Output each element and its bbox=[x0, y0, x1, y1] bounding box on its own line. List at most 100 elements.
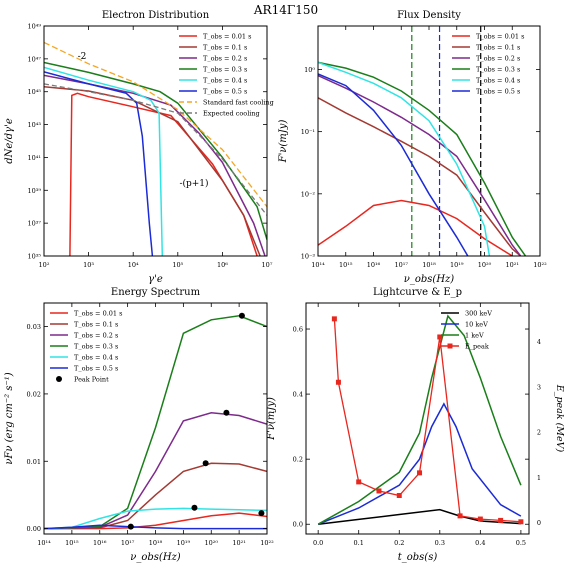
legend-label: T_obs = 0.2 s bbox=[74, 332, 118, 340]
legend-label: T_obs = 0.4 s bbox=[74, 354, 118, 362]
y-tick-label: 0.2 bbox=[293, 456, 303, 464]
plot-frame bbox=[43, 302, 268, 535]
legend-label: 10 keV bbox=[465, 321, 488, 329]
y-tick-label: 10³⁷ bbox=[28, 220, 42, 228]
y-tick-label: 0.02 bbox=[27, 390, 41, 398]
series-line bbox=[44, 507, 267, 530]
series-line bbox=[318, 74, 522, 256]
epeak-marker bbox=[518, 519, 524, 525]
plot-area bbox=[317, 314, 524, 525]
y-tick-label: 0.03 bbox=[27, 323, 41, 331]
y-tick-label: 10⁻² bbox=[301, 190, 316, 198]
x-axis-label: ν_obs(Hz) bbox=[130, 552, 181, 563]
legend-label: T_obs = 0.5 s bbox=[476, 88, 520, 96]
y-tick-label: 10⁴⁹ bbox=[28, 23, 42, 31]
legend-label: T_obs = 0.5 s bbox=[74, 365, 118, 373]
peak-point bbox=[202, 460, 209, 467]
epeak-marker bbox=[477, 516, 483, 522]
y-right-tick-label: 4 bbox=[537, 338, 541, 346]
peak-point bbox=[191, 504, 198, 511]
series-line bbox=[318, 61, 491, 256]
epeak-marker bbox=[417, 470, 423, 476]
plot-frame bbox=[43, 25, 268, 257]
x-tick-label: 10¹⁴ bbox=[311, 261, 325, 269]
x-tick-label: 10¹⁷ bbox=[121, 539, 135, 547]
x-tick-label: 0.5 bbox=[516, 539, 526, 547]
x-tick-label: 0.4 bbox=[475, 539, 485, 547]
y-right-tick-label: 2 bbox=[537, 429, 541, 437]
epeak-marker bbox=[498, 517, 504, 523]
y-tick-label: 0.0 bbox=[293, 521, 303, 529]
y-tick-label: 0.00 bbox=[27, 525, 41, 533]
x-tick-label: 10³ bbox=[83, 261, 94, 269]
x-tick-label: 10¹⁶ bbox=[93, 539, 107, 547]
legend: T_obs = 0.01 s T_obs = 0.1 s T_obs = 0.2 s… bbox=[452, 33, 524, 96]
panel-lightcurve: Lightcurve & E_p 0.0 0.1 0.2 0.3 0.4 0.5 0.0 0.2… bbox=[266, 287, 565, 563]
x-tick-label: 10²¹ bbox=[232, 539, 246, 547]
x-tick-label: 0.3 bbox=[435, 539, 445, 547]
legend-label: T_obs = 0.01 s bbox=[74, 310, 122, 318]
legend: 300 keV 10 keV 1 keV E_peak bbox=[441, 310, 492, 351]
x-tick-label: 10²⁰ bbox=[478, 261, 492, 269]
y-right-tick-label: 3 bbox=[537, 383, 541, 391]
plot-frame bbox=[305, 302, 530, 535]
y-tick-label: 10⁻¹ bbox=[301, 128, 316, 136]
y-tick-label: 10⁴³ bbox=[28, 121, 42, 129]
x-tick-label: 10¹⁴ bbox=[37, 539, 51, 547]
legend-label: T_obs = 0.5 s bbox=[203, 88, 247, 96]
y-axis-label: dNe/dγ'e bbox=[4, 118, 15, 164]
legend-label: Standard fast cooling bbox=[203, 99, 274, 107]
panel-title: Flux Density bbox=[397, 10, 461, 21]
y-tick-label: 10⁴¹ bbox=[28, 154, 42, 162]
series-line bbox=[44, 524, 267, 530]
legend-marker bbox=[447, 343, 453, 349]
annotation-slope: -(p+1) bbox=[179, 178, 208, 189]
legend-label: T_obs = 0.3 s bbox=[203, 66, 247, 74]
y-axis-label: F'ν(mJy) bbox=[266, 397, 277, 441]
legend-label: T_obs = 0.4 s bbox=[203, 77, 247, 85]
epeak-marker bbox=[437, 334, 443, 340]
panel-electron: Electron Distribution 10² 10³ 10⁴ 10⁵ 10⁶ 10⁷ 1… bbox=[4, 10, 274, 285]
x-tick-label: 0.2 bbox=[394, 539, 404, 547]
panel-title: Lightcurve & E_p bbox=[373, 287, 462, 298]
x-tick-label: 0.0 bbox=[313, 539, 323, 547]
y-tick-label: 0.4 bbox=[293, 391, 303, 399]
x-tick-label: 10¹⁷ bbox=[395, 261, 409, 269]
y-right-tick-label: 0 bbox=[537, 519, 541, 527]
series-line bbox=[44, 86, 261, 256]
x-tick-label: 10¹⁸ bbox=[422, 261, 436, 269]
x-tick-label: 10⁷ bbox=[262, 261, 273, 269]
legend-label: T_obs = 0.1 s bbox=[74, 321, 118, 329]
series-line bbox=[318, 199, 513, 256]
legend: T_obs = 0.01 s T_obs = 0.1 s T_obs = 0.2 s… bbox=[179, 33, 274, 118]
series-line bbox=[44, 315, 267, 530]
annotation-slope: -2 bbox=[78, 52, 87, 62]
series-line bbox=[44, 71, 154, 256]
epeak-marker bbox=[356, 479, 362, 485]
legend-label: T_obs = 0.3 s bbox=[74, 343, 118, 351]
x-tick-label: 10² bbox=[39, 261, 50, 269]
panel-energy: Energy Spectrum 10¹⁴ 10¹⁵ 10¹⁶ 10¹⁷ 10¹⁸ 10¹⁹ 1… bbox=[4, 287, 274, 563]
plot-area bbox=[318, 26, 527, 256]
figure-title: AR14Γ150 bbox=[253, 3, 319, 17]
x-tick-label: 10⁴ bbox=[128, 261, 139, 269]
legend-label: T_obs = 0.1 s bbox=[476, 44, 520, 52]
epeak-marker bbox=[396, 493, 402, 498]
x-tick-label: 10¹⁵ bbox=[339, 261, 353, 269]
y-axis-label: F'ν(mJy) bbox=[278, 120, 289, 164]
x-axis-label: ν_obs(Hz) bbox=[404, 274, 455, 285]
legend-label: T_obs = 0.1 s bbox=[203, 44, 247, 52]
epeak-marker bbox=[457, 513, 463, 519]
x-tick-label: 10²⁰ bbox=[205, 539, 219, 547]
legend-label: E_peak bbox=[465, 343, 489, 351]
y-axis-label: νFν (erg cm⁻² s⁻¹) bbox=[4, 372, 15, 464]
x-tick-label: 0.1 bbox=[354, 539, 364, 547]
series-line bbox=[318, 73, 469, 256]
x-axis-label: γ'e bbox=[148, 274, 163, 285]
y-right-tick-label: 1 bbox=[537, 474, 541, 482]
epeak-marker bbox=[331, 316, 337, 322]
plot-area bbox=[44, 312, 267, 530]
peak-point bbox=[223, 409, 230, 416]
y-tick-label: 10⁴⁷ bbox=[28, 55, 42, 63]
legend-label: T_obs = 0.2 s bbox=[476, 55, 520, 63]
